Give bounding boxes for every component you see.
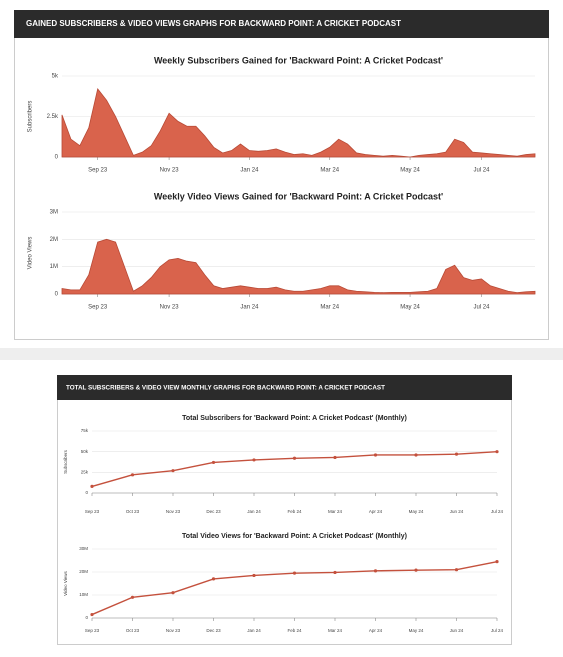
x-tick-label: Mar 24 (328, 509, 343, 514)
x-tick-label: May 24 (409, 628, 424, 633)
x-tick-label: Jun 24 (450, 628, 464, 633)
panel-title: TOTAL SUBSCRIBERS & VIDEO VIEW MONTHLY G… (66, 385, 385, 392)
point (130, 595, 135, 599)
y-tick-label: 25k (81, 470, 89, 475)
x-tick-label: Jan 24 (240, 305, 259, 311)
x-tick-label: Mar 24 (328, 628, 343, 633)
x-tick-label: Jun 24 (450, 509, 464, 514)
y-tick-label: 2.5k (47, 114, 59, 120)
x-tick-label: Oct 23 (126, 509, 140, 514)
point (211, 460, 216, 465)
x-tick-label: Jul 24 (491, 628, 504, 633)
point (373, 453, 378, 457)
x-tick-label: Nov 23 (160, 305, 180, 311)
x-tick-label: May 24 (400, 168, 420, 174)
y-tick-label: 75k (81, 428, 89, 433)
x-tick-label: Dec 23 (206, 628, 221, 633)
point (414, 568, 418, 572)
x-tick-label: Jan 24 (247, 509, 261, 514)
x-tick-label: Sep 23 (85, 628, 100, 633)
y-tick-label: 0 (85, 490, 88, 495)
y-tick-label: 0 (55, 155, 59, 161)
point (495, 560, 499, 564)
x-tick-label: Jan 24 (240, 168, 259, 174)
point (211, 577, 216, 581)
area (61, 88, 536, 158)
x-tick-label: Nov 23 (166, 628, 181, 633)
x-tick-label: Mar 24 (320, 305, 339, 311)
x-tick-label: Jul 24 (491, 509, 504, 514)
chart-title: Weekly Video Views Gained for 'Backward … (154, 191, 443, 201)
y-axis-label: Video Views (28, 237, 34, 270)
point (130, 473, 135, 477)
point (292, 456, 297, 460)
x-tick-label: Sep 23 (88, 305, 108, 311)
y-tick-label: 50k (81, 449, 89, 454)
point (333, 455, 337, 460)
y-tick-label: 1M (50, 264, 58, 270)
x-tick-label: Nov 23 (160, 168, 180, 174)
x-tick-label: Jan 24 (247, 628, 261, 633)
x-tick-label: Mar 24 (320, 168, 339, 174)
x-tick-label: Feb 24 (287, 628, 302, 633)
x-tick-label: May 24 (409, 509, 424, 514)
x-tick-label: Sep 23 (85, 509, 100, 514)
y-axis-label: Video Views (63, 570, 68, 595)
y-tick-label: 10M (79, 592, 88, 597)
panel-title: GAINED SUBSCRIBERS & VIDEO VIEWS GRAPHS … (26, 19, 401, 28)
point (252, 458, 256, 462)
y-axis-label: Subscribers (28, 101, 34, 133)
y-tick-label: 5k (52, 74, 59, 80)
y-tick-label: 3M (50, 210, 58, 216)
chart-title: Total Subscribers for 'Backward Point: A… (182, 415, 407, 422)
x-tick-label: Nov 23 (166, 509, 181, 514)
x-tick-label: Oct 23 (126, 628, 140, 633)
point (495, 450, 499, 454)
point (252, 573, 256, 578)
y-tick-label: 20M (79, 569, 88, 574)
point (171, 591, 175, 595)
x-tick-label: Jul 24 (473, 305, 490, 311)
panel-header (14, 10, 549, 38)
divider (0, 348, 563, 360)
area (61, 238, 536, 295)
x-tick-label: Apr 24 (369, 509, 383, 514)
point (454, 568, 459, 572)
x-tick-label: Jul 24 (473, 168, 490, 174)
point (373, 569, 378, 573)
point (414, 453, 418, 457)
x-tick-label: May 24 (400, 305, 420, 311)
point (454, 452, 459, 456)
x-tick-label: Sep 23 (88, 168, 108, 174)
point (90, 484, 94, 488)
y-tick-label: 0 (55, 292, 59, 298)
y-tick-label: 0 (85, 615, 88, 620)
x-tick-label: Dec 23 (206, 509, 221, 514)
point (292, 571, 297, 575)
point (171, 469, 175, 473)
y-axis-label: Subscribers (63, 449, 68, 474)
x-tick-label: Apr 24 (369, 628, 383, 633)
point (333, 570, 337, 575)
x-tick-label: Feb 24 (287, 509, 302, 514)
y-tick-label: 30M (79, 546, 88, 551)
y-tick-label: 2M (50, 237, 58, 243)
chart-title: Total Video Views for 'Backward Point: A… (182, 533, 407, 540)
chart-title: Weekly Subscribers Gained for 'Backward … (154, 55, 443, 65)
point (90, 612, 94, 617)
panel-header (57, 375, 512, 400)
